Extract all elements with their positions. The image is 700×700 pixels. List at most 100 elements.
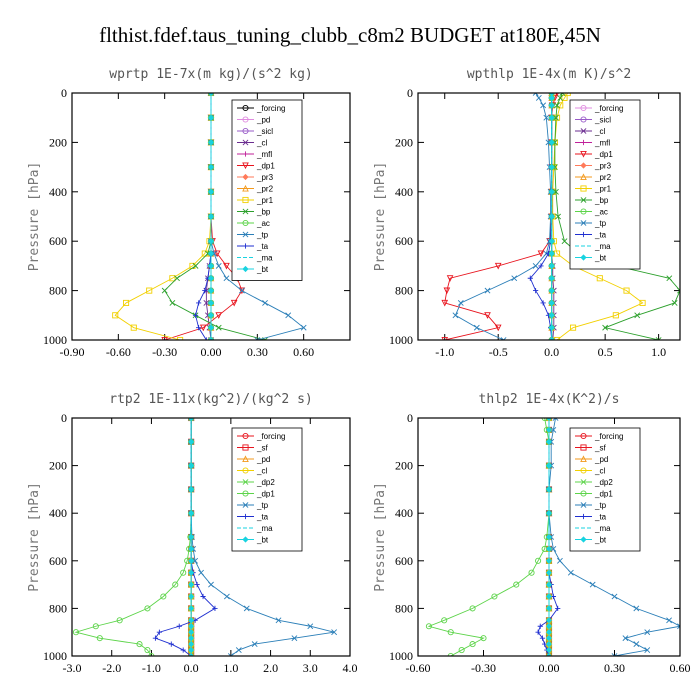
- data-point: [161, 287, 168, 294]
- x-tick-label: -1.0: [142, 661, 161, 675]
- data-point: [180, 569, 187, 576]
- data-point: [172, 581, 179, 588]
- legend-marker: [242, 127, 249, 135]
- legend-label: _mfl: [594, 139, 610, 148]
- data-point: [208, 581, 214, 588]
- panel-title: rtp2 1E-11x(kg^2)/(kg^2 s): [109, 392, 313, 407]
- x-tick-label: 2.0: [263, 661, 278, 675]
- data-point: [545, 641, 553, 648]
- data-point: [188, 438, 195, 445]
- data-point: [545, 646, 553, 654]
- x-tick-label: 1.0: [651, 345, 666, 359]
- legend-marker: [242, 139, 249, 146]
- legend-label: _dp1: [256, 490, 275, 499]
- data-point: [550, 545, 557, 552]
- series-tp: [546, 418, 680, 656]
- legend-marker: [580, 432, 587, 440]
- data-point: [192, 557, 199, 564]
- data-point: [545, 438, 553, 445]
- y-axis-label: Pressure [hPa]: [27, 162, 42, 272]
- legend-marker: [242, 444, 249, 451]
- data-point: [552, 418, 559, 421]
- legend-label: _ta: [256, 242, 269, 251]
- legend-marker: [242, 184, 249, 192]
- legend-label: _ma: [256, 254, 273, 263]
- data-point: [188, 646, 195, 654]
- x-tick-label: -0.30: [471, 661, 496, 675]
- data-point: [425, 623, 432, 630]
- legend-label: _bt: [594, 254, 607, 263]
- data-point: [441, 299, 449, 307]
- legend-label: _sicl: [256, 127, 273, 136]
- legend-entry: _ma: [575, 524, 611, 533]
- legend-label: _ma: [594, 524, 611, 533]
- legend-entry: _sf: [237, 444, 268, 453]
- data-point: [557, 95, 564, 101]
- data-point: [207, 287, 215, 294]
- data-point: [146, 287, 153, 294]
- data-point: [192, 312, 199, 318]
- data-point: [262, 300, 268, 306]
- series-bt: [207, 93, 215, 340]
- data-point: [207, 312, 215, 319]
- series-line: [74, 418, 192, 656]
- data-point: [72, 629, 80, 636]
- data-point: [545, 581, 553, 588]
- legend-entry: _mfl: [575, 139, 610, 148]
- legend-marker: [242, 219, 249, 227]
- legend-label: _ta: [594, 231, 607, 240]
- legend-label: _bt: [594, 536, 607, 545]
- data-point: [546, 418, 552, 421]
- legend-marker: [242, 479, 249, 485]
- data-point: [548, 299, 555, 307]
- data-point: [612, 312, 619, 319]
- legend-label: _ma: [256, 524, 273, 533]
- data-point: [540, 300, 546, 306]
- legend-marker: [242, 151, 249, 157]
- data-point: [291, 635, 298, 642]
- data-point: [188, 557, 195, 564]
- legend-label: _sf: [256, 444, 268, 453]
- legend-marker: [242, 432, 249, 440]
- data-point: [447, 652, 454, 656]
- legend-entry: _cl: [575, 127, 605, 136]
- legend-marker: [580, 128, 587, 134]
- legend-marker: [242, 536, 249, 543]
- data-point: [473, 324, 480, 331]
- legend-box: [569, 427, 641, 552]
- x-tick-label: -1.0: [435, 345, 454, 359]
- data-point: [528, 569, 535, 576]
- data-point: [589, 581, 596, 588]
- data-point: [639, 299, 646, 307]
- legend-entry: _pr1: [237, 196, 274, 205]
- data-point: [541, 418, 548, 422]
- legend: _forcing _sicl _cl _mfl _dp1 _pr3 _pr2 _pr1 _bp _…: [569, 99, 641, 270]
- legend-marker: [580, 467, 587, 474]
- x-tick-label: 0.00: [539, 661, 560, 675]
- data-point: [511, 275, 518, 282]
- data-point: [188, 617, 195, 624]
- series-group: [425, 418, 680, 656]
- series-dp1: [72, 418, 195, 656]
- data-point: [500, 337, 507, 340]
- y-tick-label: 800: [49, 284, 67, 298]
- data-point: [537, 623, 543, 629]
- data-point: [554, 102, 560, 109]
- data-point: [545, 635, 553, 642]
- y-tick-label: 600: [49, 554, 67, 568]
- x-tick-label: 0.0: [184, 661, 199, 675]
- data-point: [307, 623, 314, 630]
- data-point: [144, 605, 151, 612]
- legend-label: _cl: [256, 139, 267, 148]
- data-point: [188, 569, 195, 576]
- legend-label: _dp1: [594, 150, 613, 159]
- plot-frame: [71, 92, 351, 341]
- legend-entry: _forcing: [575, 104, 623, 113]
- legend-entry: _pr2: [575, 173, 612, 182]
- plot-frame: [417, 92, 681, 341]
- data-point: [116, 617, 123, 624]
- legend-marker: [580, 197, 587, 203]
- data-point: [188, 510, 195, 517]
- data-point: [96, 635, 103, 642]
- data-point: [548, 164, 555, 171]
